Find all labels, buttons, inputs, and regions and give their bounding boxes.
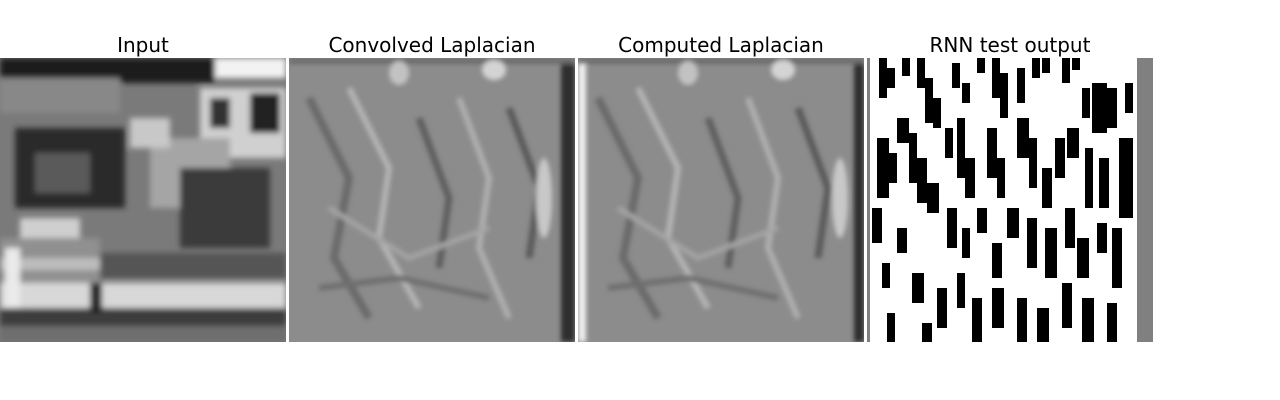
panel-title-computed-laplacian: Computed Laplacian [618, 33, 824, 57]
panel-computed-laplacian: Computed Laplacian [578, 0, 864, 400]
panel-title-input: Input [117, 33, 169, 57]
panel-input: Input [0, 0, 286, 400]
rnn-test-output-image [867, 58, 1153, 342]
convolved-laplacian-image [289, 58, 575, 342]
panel-rnn-test-output: RNN test output [867, 0, 1153, 400]
panel-convolved-laplacian: Convolved Laplacian [289, 0, 575, 400]
input-image [0, 58, 286, 342]
computed-laplacian-image [578, 58, 864, 342]
panel-title-convolved-laplacian: Convolved Laplacian [328, 33, 536, 57]
panel-title-rnn-test-output: RNN test output [929, 33, 1091, 57]
